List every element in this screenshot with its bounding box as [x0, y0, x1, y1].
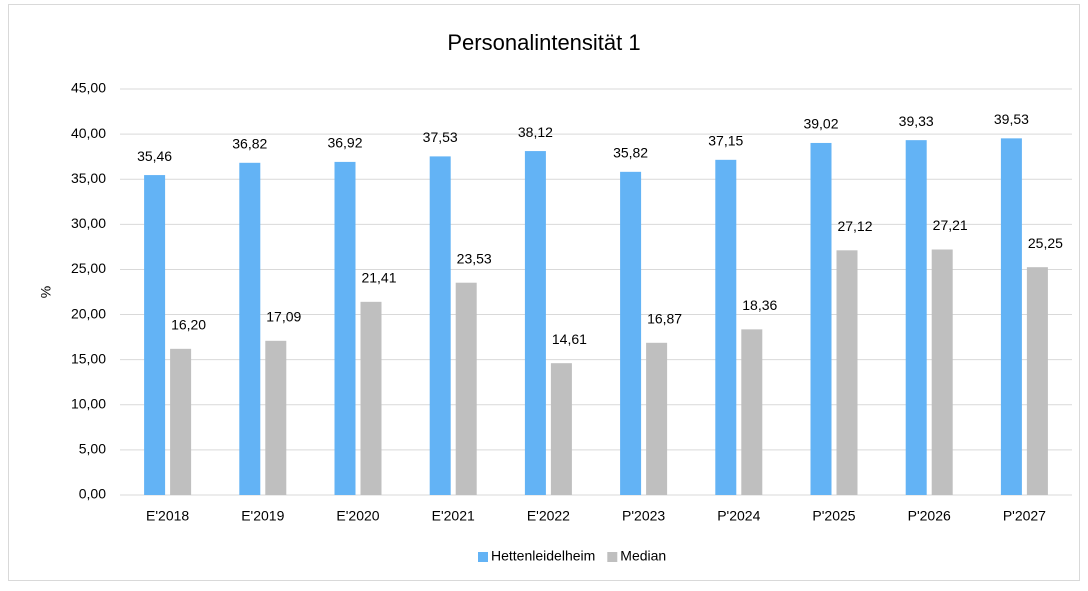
x-tick-label: E'2021	[432, 508, 475, 524]
bar	[810, 142, 832, 496]
legend-label: Hettenleidelheim	[491, 548, 595, 564]
data-label: 35,46	[137, 148, 172, 164]
data-label: 39,53	[994, 111, 1029, 127]
data-label: 39,33	[899, 113, 934, 129]
bar	[170, 348, 192, 495]
data-label: 35,82	[613, 145, 648, 161]
x-tick-label: P'2027	[1003, 508, 1046, 524]
y-tick-label: 30,00	[71, 215, 106, 231]
bar	[905, 140, 927, 495]
chart-title: Personalintensität 1	[447, 30, 640, 55]
y-tick-label: 45,00	[71, 80, 106, 96]
x-tick-label: E'2022	[527, 508, 570, 524]
bar	[455, 282, 477, 495]
legend-label: Median	[620, 548, 666, 564]
y-tick-label: 15,00	[71, 350, 106, 366]
data-label: 18,36	[742, 297, 777, 313]
data-label: 36,92	[327, 135, 362, 151]
x-tick-label: P'2025	[812, 508, 855, 524]
data-label: 27,12	[837, 218, 872, 234]
data-label: 16,87	[647, 310, 682, 326]
x-tick-label: E'2020	[336, 508, 379, 524]
bar	[550, 363, 572, 495]
y-tick-label: 25,00	[71, 260, 106, 276]
bar	[646, 342, 668, 495]
data-label: 37,15	[708, 133, 743, 149]
y-tick-label: 10,00	[71, 395, 106, 411]
y-tick-label: 35,00	[71, 170, 106, 186]
x-tick-label: P'2026	[908, 508, 951, 524]
data-label: 14,61	[552, 331, 587, 347]
data-label: 27,21	[933, 217, 968, 233]
bar	[1026, 267, 1048, 495]
bar	[836, 250, 858, 495]
bar	[1000, 138, 1022, 495]
bar	[524, 151, 546, 496]
data-label: 37,53	[423, 129, 458, 145]
bar	[360, 301, 382, 495]
y-tick-label: 40,00	[71, 125, 106, 141]
x-tick-label: E'2018	[146, 508, 189, 524]
data-label: 23,53	[457, 250, 492, 266]
y-tick-label: 20,00	[71, 305, 106, 321]
y-tick-label: 5,00	[79, 441, 106, 457]
legend-swatch	[478, 552, 488, 562]
y-axis-label: %	[38, 286, 54, 298]
data-label: 17,09	[266, 309, 301, 325]
data-label: 38,12	[518, 124, 553, 140]
y-tick-label: 0,00	[79, 486, 106, 502]
bar	[265, 340, 287, 495]
bar	[715, 159, 737, 495]
data-label: 39,02	[803, 116, 838, 132]
data-label: 21,41	[361, 270, 396, 286]
bar	[144, 175, 166, 495]
x-tick-label: P'2024	[717, 508, 760, 524]
bar	[429, 156, 451, 495]
data-label: 36,82	[232, 136, 267, 152]
data-label: 16,20	[171, 317, 206, 333]
data-label: 25,25	[1028, 235, 1063, 251]
x-tick-label: P'2023	[622, 508, 665, 524]
bar	[620, 171, 642, 495]
bar	[931, 249, 953, 495]
bar	[334, 161, 356, 496]
x-tick-label: E'2019	[241, 508, 284, 524]
bar	[741, 329, 763, 495]
bar	[239, 162, 261, 496]
legend-swatch	[607, 552, 618, 562]
